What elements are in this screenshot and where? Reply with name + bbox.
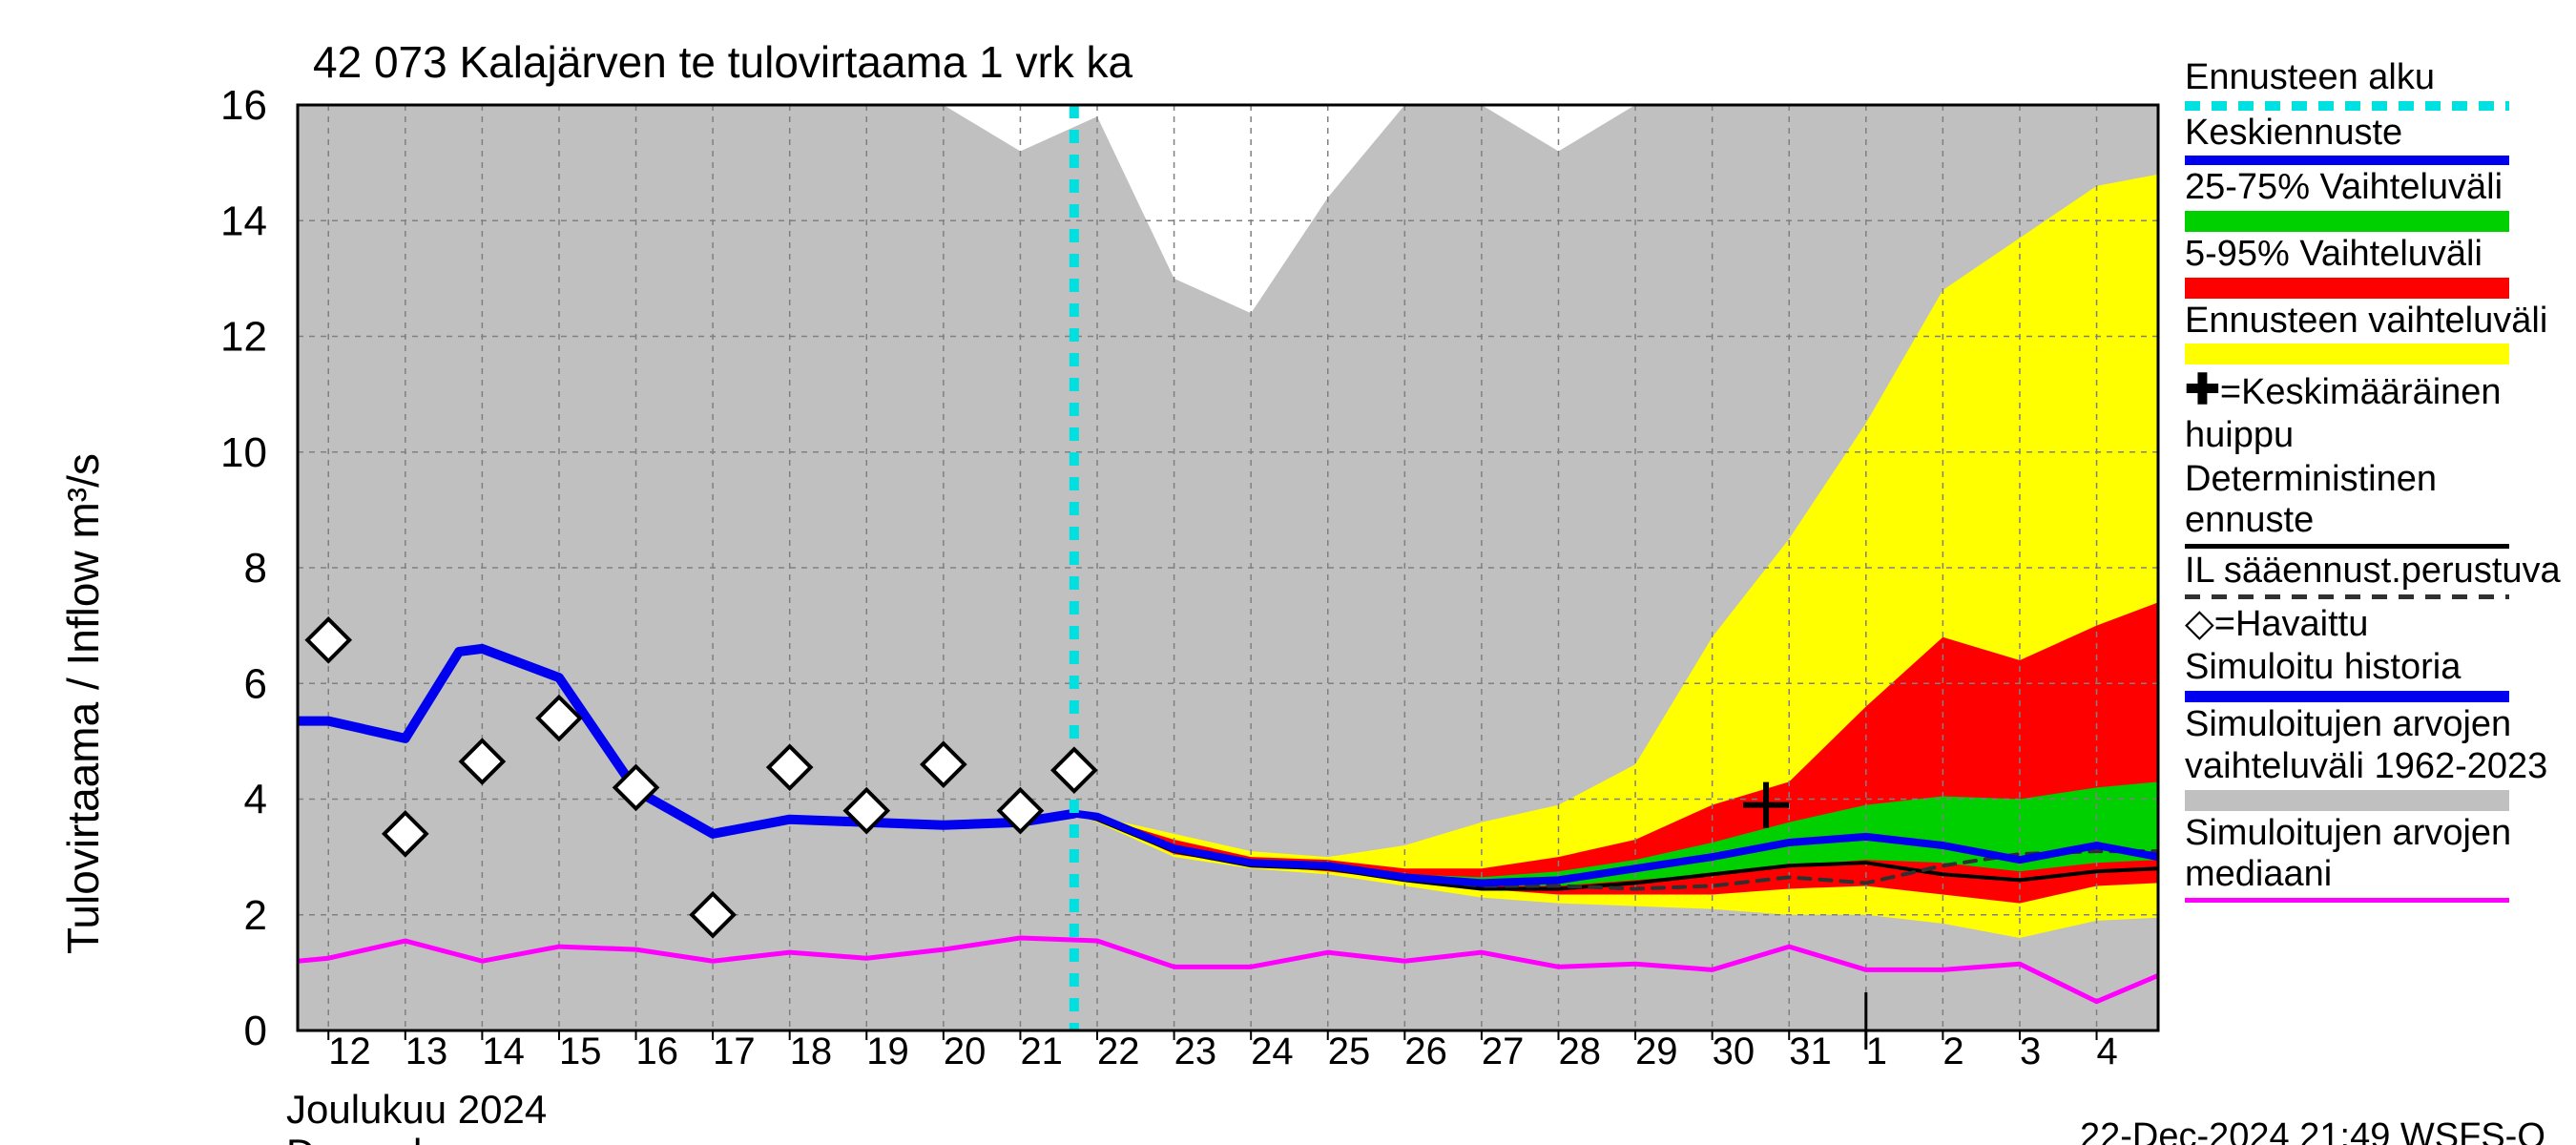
svg-text:0: 0 bbox=[244, 1008, 267, 1054]
svg-text:12: 12 bbox=[328, 1030, 371, 1072]
legend-swatch bbox=[2185, 790, 2509, 811]
legend-item-il: IL sääennust.perustuva bbox=[2185, 551, 2566, 599]
legend-label: Deterministinen ennuste bbox=[2185, 459, 2566, 542]
legend-item-forecast_start: Ennusteen alku bbox=[2185, 57, 2566, 111]
legend-label: Simuloitujen arvojen vaihteluväli 1962-2… bbox=[2185, 704, 2566, 787]
svg-text:14: 14 bbox=[482, 1030, 525, 1072]
legend-label: Ennusteen alku bbox=[2185, 57, 2566, 99]
svg-text:10: 10 bbox=[220, 429, 267, 476]
legend-item-mean_forecast: Keskiennuste bbox=[2185, 113, 2566, 166]
legend-label: ◇=Havaittu bbox=[2185, 601, 2566, 646]
legend-swatch bbox=[2185, 101, 2509, 111]
x-axis-month-en: December bbox=[286, 1132, 547, 1145]
svg-text:24: 24 bbox=[1251, 1030, 1294, 1072]
svg-text:6: 6 bbox=[244, 660, 267, 707]
svg-text:17: 17 bbox=[713, 1030, 756, 1072]
legend-label: IL sääennust.perustuva bbox=[2185, 551, 2566, 593]
legend-label: Ennusteen vaihteluväli bbox=[2185, 301, 2566, 343]
legend-item-band_25_75: 25-75% Vaihteluväli bbox=[2185, 167, 2566, 232]
svg-text:13: 13 bbox=[405, 1030, 448, 1072]
legend-swatch bbox=[2185, 544, 2509, 549]
legend-item-hist_band: Simuloitujen arvojen vaihteluväli 1962-2… bbox=[2185, 704, 2566, 810]
svg-text:29: 29 bbox=[1635, 1030, 1678, 1072]
svg-text:3: 3 bbox=[2020, 1030, 2041, 1072]
svg-text:31: 31 bbox=[1789, 1030, 1832, 1072]
legend-item-deterministic: Deterministinen ennuste bbox=[2185, 459, 2566, 549]
legend-item-observed: ◇=Havaittu bbox=[2185, 601, 2566, 646]
svg-text:23: 23 bbox=[1174, 1030, 1217, 1072]
svg-text:22: 22 bbox=[1097, 1030, 1140, 1072]
legend-swatch bbox=[2185, 211, 2509, 232]
legend-swatch bbox=[2185, 691, 2509, 702]
legend-label: ✚=Keskimääräinen huippu bbox=[2185, 366, 2566, 456]
svg-text:2: 2 bbox=[244, 892, 267, 939]
legend-item-band_5_95: 5-95% Vaihteluväli bbox=[2185, 234, 2566, 299]
legend-label: Keskiennuste bbox=[2185, 113, 2566, 155]
legend-label: Simuloitujen arvojen mediaani bbox=[2185, 813, 2566, 896]
legend-label: 25-75% Vaihteluväli bbox=[2185, 167, 2566, 209]
legend-swatch bbox=[2185, 898, 2509, 903]
svg-text:2: 2 bbox=[1942, 1030, 1963, 1072]
svg-text:28: 28 bbox=[1558, 1030, 1601, 1072]
svg-text:20: 20 bbox=[944, 1030, 987, 1072]
x-axis-month-fi: Joulukuu 2024 bbox=[286, 1088, 547, 1132]
svg-text:21: 21 bbox=[1020, 1030, 1063, 1072]
legend-swatch bbox=[2185, 156, 2509, 165]
svg-text:25: 25 bbox=[1328, 1030, 1371, 1072]
legend-label: Simuloitu historia bbox=[2185, 647, 2566, 689]
chart-root: 42 073 Kalajärven te tulovirtaama 1 vrk … bbox=[0, 0, 2576, 1145]
legend-label: 5-95% Vaihteluväli bbox=[2185, 234, 2566, 276]
legend-item-sim_history: Simuloitu historia bbox=[2185, 647, 2566, 702]
legend-item-avg_peak: ✚=Keskimääräinen huippu bbox=[2185, 366, 2566, 456]
svg-text:26: 26 bbox=[1404, 1030, 1447, 1072]
legend-swatch bbox=[2185, 594, 2509, 599]
legend-swatch bbox=[2185, 278, 2509, 299]
svg-text:1: 1 bbox=[1866, 1030, 1887, 1072]
legend-item-median: Simuloitujen arvojen mediaani bbox=[2185, 813, 2566, 903]
svg-text:4: 4 bbox=[2097, 1030, 2118, 1072]
legend: Ennusteen alku Keskiennuste 25-75% Vaihtel… bbox=[2185, 57, 2566, 905]
svg-text:18: 18 bbox=[790, 1030, 833, 1072]
x-axis-month-label: Joulukuu 2024 December bbox=[286, 1088, 547, 1145]
svg-text:8: 8 bbox=[244, 545, 267, 592]
svg-text:4: 4 bbox=[244, 777, 267, 823]
svg-text:30: 30 bbox=[1713, 1030, 1755, 1072]
svg-text:27: 27 bbox=[1482, 1030, 1525, 1072]
svg-text:16: 16 bbox=[636, 1030, 679, 1072]
timestamp-footer: 22-Dec-2024 21:49 WSFS-O bbox=[2080, 1116, 2545, 1145]
legend-item-band_full: Ennusteen vaihteluväli bbox=[2185, 301, 2566, 365]
legend-swatch bbox=[2185, 344, 2509, 364]
svg-text:19: 19 bbox=[866, 1030, 909, 1072]
svg-text:16: 16 bbox=[220, 82, 267, 129]
svg-text:14: 14 bbox=[220, 198, 267, 244]
svg-text:15: 15 bbox=[559, 1030, 602, 1072]
svg-text:12: 12 bbox=[220, 314, 267, 361]
